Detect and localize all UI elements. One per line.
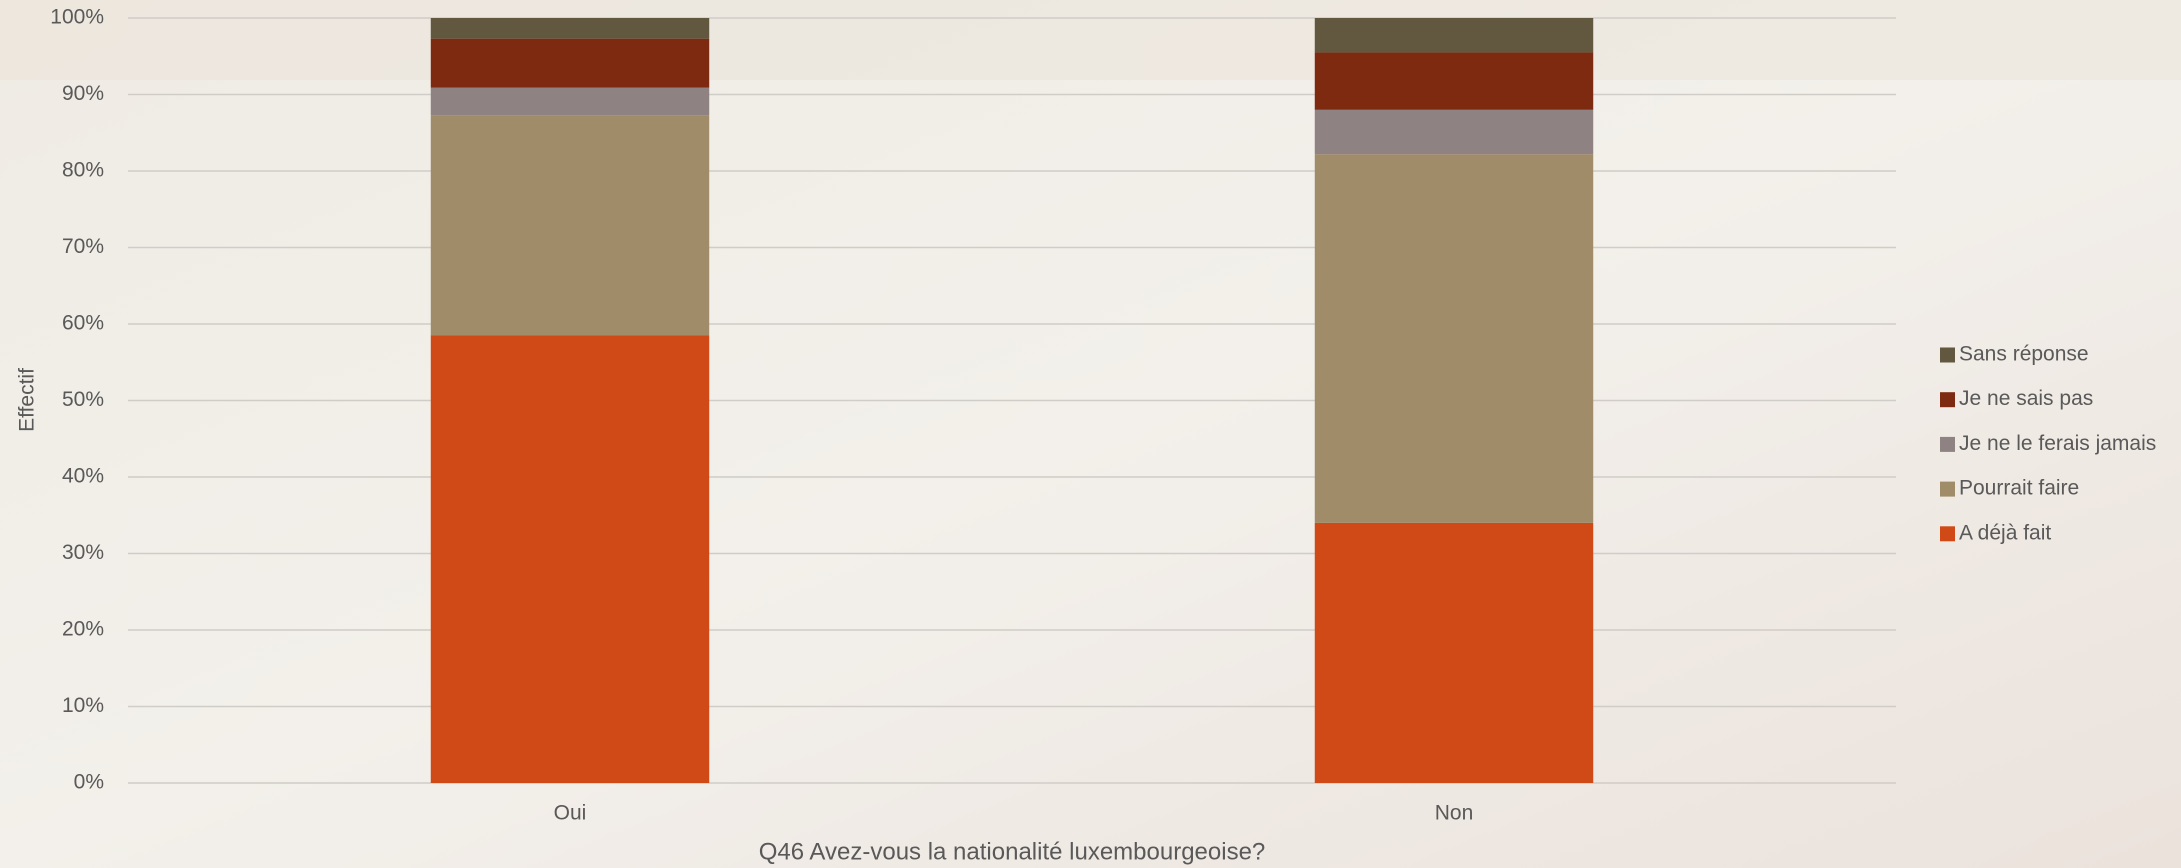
bar-segment [1314, 154, 1594, 523]
y-tick-label: 10% [62, 694, 104, 717]
y-tick-label: 0% [74, 771, 104, 794]
legend-swatch [1940, 347, 1955, 363]
y-tick-label: 80% [62, 159, 104, 182]
legend-label: Pourrait faire [1959, 477, 2079, 500]
bar-segment [430, 335, 710, 783]
y-axis-title: Effectif [16, 368, 39, 432]
legend-label: Sans réponse [1959, 343, 2089, 366]
bar-segment [430, 115, 710, 336]
x-tick-label: Non [1435, 802, 1474, 825]
y-tick-label: 50% [62, 388, 104, 411]
legend-swatch [1940, 392, 1955, 408]
legend-label: Je ne sais pas [1959, 387, 2093, 410]
y-tick-label: 90% [62, 82, 104, 105]
y-tick-label: 40% [62, 465, 104, 488]
bar-segment [430, 18, 710, 39]
legend-label: Je ne le ferais jamais [1959, 432, 2156, 455]
bar-segment [1314, 109, 1594, 155]
bar-segment [1314, 522, 1594, 783]
y-tick-label: 70% [62, 235, 104, 258]
bar-segment [1314, 52, 1594, 110]
legend-swatch [1940, 436, 1955, 452]
legend-swatch [1940, 481, 1955, 497]
legend-swatch [1940, 526, 1955, 542]
y-tick-label: 30% [62, 541, 104, 564]
legend-label: A déjà fait [1959, 521, 2051, 544]
x-tick-label: Oui [554, 802, 587, 825]
background-band [0, 0, 2181, 80]
bar-segment [1314, 18, 1594, 53]
y-tick-label: 100% [50, 6, 104, 29]
y-tick-label: 60% [62, 312, 104, 335]
y-tick-label: 20% [62, 618, 104, 641]
bar-segment [430, 38, 710, 88]
bar-segment [430, 87, 710, 116]
x-axis-title: Q46 Avez-vous la nationalité luxembourge… [759, 838, 1266, 865]
